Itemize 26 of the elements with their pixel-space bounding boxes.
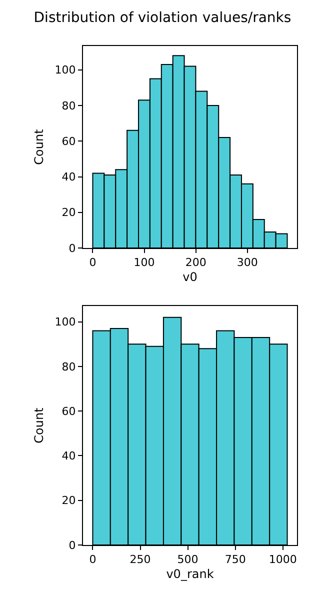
x-tick-label: 0 [89, 553, 96, 566]
x-tick-label: 100 [134, 256, 155, 270]
x-tick-label: 300 [236, 256, 258, 270]
y-tick-label: 100 [54, 316, 76, 329]
x-tick-label: 500 [177, 553, 198, 566]
chart-title: Distribution of violation values/ranks [32, 9, 292, 28]
y-axis-title: Count [32, 128, 46, 165]
y-tick-label: 80 [62, 99, 76, 112]
y-tick-label: 100 [54, 64, 76, 77]
x-tick-label: 250 [130, 553, 151, 566]
y-tick-label: 60 [62, 404, 76, 418]
y-axis-title: Count [32, 407, 46, 444]
x-axis-title: v0 [182, 270, 198, 284]
x-tick-label: 0 [89, 256, 96, 270]
x-axis-title: v0_rank [166, 567, 214, 582]
x-tick-label: 750 [224, 553, 246, 566]
y-tick-label: 60 [62, 134, 76, 148]
y-tick-label: 0 [68, 538, 76, 552]
x-tick-label: 1000 [268, 553, 297, 566]
y-tick-label: 20 [62, 206, 76, 220]
y-tick-label: 20 [62, 494, 76, 508]
x-tick-label: 200 [185, 256, 206, 270]
y-tick-label: 80 [62, 360, 76, 374]
y-tick-label: 40 [62, 170, 76, 184]
y-tick-label: 0 [68, 242, 76, 255]
y-tick-label: 40 [62, 450, 76, 463]
